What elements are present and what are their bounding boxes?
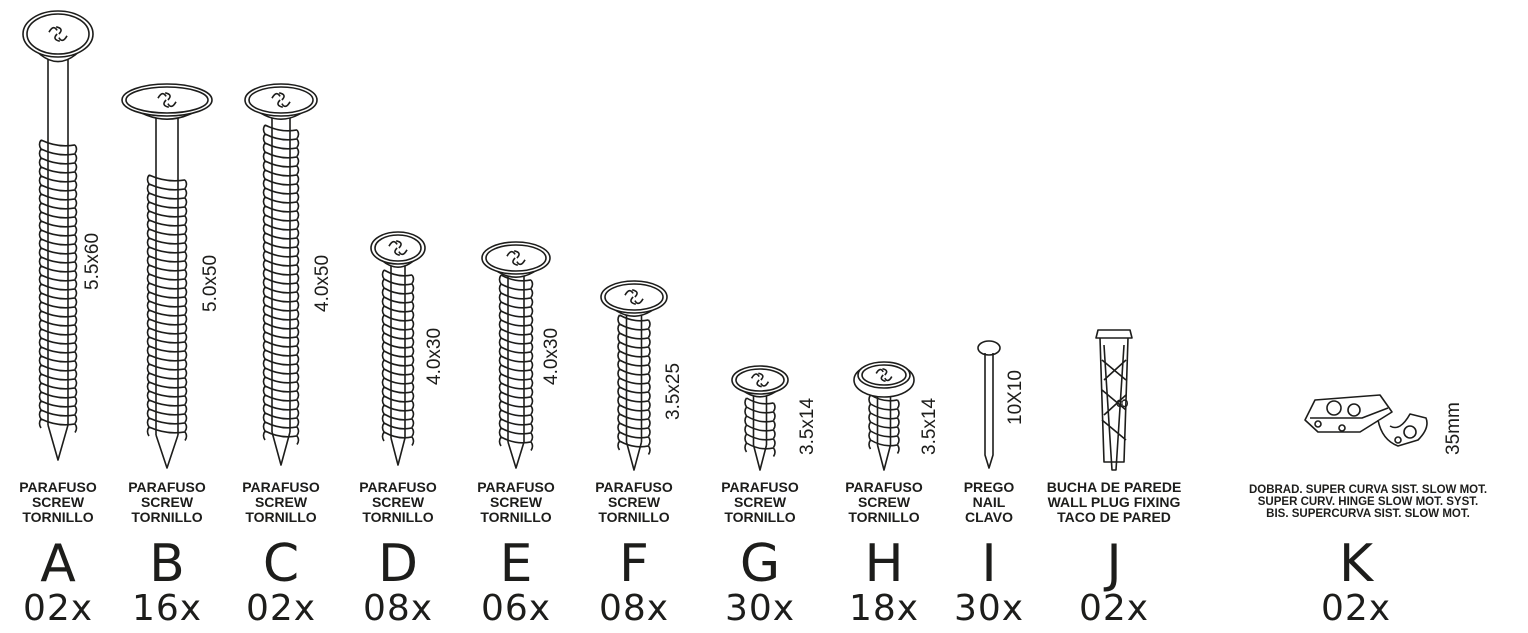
item-name-pt: PREGO: [963, 479, 1015, 495]
size-label: 10X10: [1005, 370, 1026, 425]
item-name-es: TORNILLO: [22, 509, 94, 525]
screw-d-icon: [370, 231, 426, 466]
item-name-pt: BUCHA DE PAREDE: [1046, 479, 1182, 495]
item-name: PARAFUSO SCREW TORNILLO: [721, 480, 799, 525]
item-quantity: 02x: [22, 588, 94, 629]
item-name-pt: PARAFUSO: [477, 479, 555, 495]
item-quantity: 02x: [1078, 588, 1150, 629]
item-name-es: TORNILLO: [724, 509, 796, 525]
size-label: 3.5x14: [919, 397, 940, 455]
item-letter: H: [864, 534, 904, 594]
item-name: PARAFUSO SCREW TORNILLO: [359, 480, 437, 525]
item-name: PARAFUSO SCREW TORNILLO: [128, 480, 206, 525]
item-letter: D: [377, 534, 419, 594]
item-name-es: TORNILLO: [131, 509, 203, 525]
screw-c-icon: [244, 83, 318, 466]
item-name-en: WALL PLUG FIXING: [1047, 494, 1181, 510]
nail-icon: [977, 340, 1001, 469]
item-name-es: TORNILLO: [848, 509, 920, 525]
item-name: DOBRAD. SUPER CURVA SIST. SLOW MOT. SUPE…: [1249, 484, 1487, 520]
size-label: 4.0x30: [541, 327, 562, 385]
screw-h-icon: [853, 361, 915, 471]
item-quantity: 30x: [724, 588, 796, 629]
item-letter: I: [981, 534, 997, 594]
screw-b-icon: [121, 83, 213, 469]
size-label: 3.5x14: [797, 397, 818, 455]
size-label: 5.5x60: [82, 232, 103, 290]
item-name-es: TORNILLO: [362, 509, 434, 525]
item-name-es: CLAVO: [965, 509, 1013, 525]
item-name-en: SCREW: [489, 494, 543, 510]
item-name-en: SCREW: [857, 494, 911, 510]
item-name-pt: PARAFUSO: [359, 479, 437, 495]
item-letter: B: [149, 534, 185, 594]
item-name-en: SUPER CURV. HINGE SLOW MOT. SYST.: [1257, 496, 1479, 508]
size-label: 4.0x50: [312, 254, 333, 312]
item-name: PARAFUSO SCREW TORNILLO: [19, 480, 97, 525]
item-name-es: TACO DE PARED: [1057, 509, 1171, 525]
item-letter: A: [40, 534, 76, 594]
item-quantity: 08x: [362, 588, 434, 629]
item-name-pt: PARAFUSO: [595, 479, 673, 495]
item-name: BUCHA DE PAREDE WALL PLUG FIXING TACO DE…: [1047, 480, 1182, 525]
size-label: 4.0x30: [424, 327, 445, 385]
item-quantity: 06x: [480, 588, 552, 629]
item-quantity: 08x: [598, 588, 670, 629]
item-name-pt: PARAFUSO: [19, 479, 97, 495]
item-quantity: 02x: [1320, 588, 1392, 629]
item-quantity: 16x: [131, 588, 203, 629]
size-label: 5.0x50: [200, 254, 221, 312]
item-name: PARAFUSO SCREW TORNILLO: [242, 480, 320, 525]
item-letter: G: [739, 534, 781, 594]
item-letter: C: [262, 534, 300, 594]
item-quantity: 18x: [848, 588, 920, 629]
item-name-en: SCREW: [254, 494, 308, 510]
item-name-en: SCREW: [140, 494, 194, 510]
size-label: 8: [1113, 398, 1132, 408]
item-name-pt: PARAFUSO: [242, 479, 320, 495]
item-name-en: SCREW: [31, 494, 85, 510]
item-letter: J: [1106, 534, 1122, 594]
size-label: 35mm: [1443, 402, 1464, 455]
item-letter: F: [619, 534, 649, 594]
screw-g-icon: [731, 365, 789, 471]
item-quantity: 30x: [953, 588, 1025, 629]
item-name: PREGO NAIL CLAVO: [964, 480, 1015, 525]
item-quantity: 02x: [245, 588, 317, 629]
screw-e-icon: [481, 241, 551, 469]
item-name-es: TORNILLO: [480, 509, 552, 525]
item-name-pt: PARAFUSO: [845, 479, 923, 495]
hinge-icon: [1304, 394, 1428, 447]
size-label: 3.5x25: [663, 362, 684, 420]
item-name: PARAFUSO SCREW TORNILLO: [477, 480, 555, 525]
item-name-pt: PARAFUSO: [128, 479, 206, 495]
item-letter: E: [499, 534, 533, 594]
item-name-es: TORNILLO: [245, 509, 317, 525]
item-name: PARAFUSO SCREW TORNILLO: [595, 480, 673, 525]
item-name-es: TORNILLO: [598, 509, 670, 525]
screw-a-icon: [22, 10, 94, 461]
item-name-en: SCREW: [607, 494, 661, 510]
screw-f-icon: [600, 280, 668, 471]
item-name: PARAFUSO SCREW TORNILLO: [845, 480, 923, 525]
item-name-es: BIS. SUPERCURVA SIST. SLOW MOT.: [1266, 508, 1470, 520]
item-name-en: SCREW: [733, 494, 787, 510]
item-name-pt: DOBRAD. SUPER CURVA SIST. SLOW MOT.: [1248, 484, 1488, 496]
wall-plug-icon: [1095, 329, 1133, 471]
item-letter: K: [1338, 534, 1374, 594]
item-name-en: NAIL: [972, 494, 1006, 510]
item-name-pt: PARAFUSO: [721, 479, 799, 495]
item-name-en: SCREW: [371, 494, 425, 510]
